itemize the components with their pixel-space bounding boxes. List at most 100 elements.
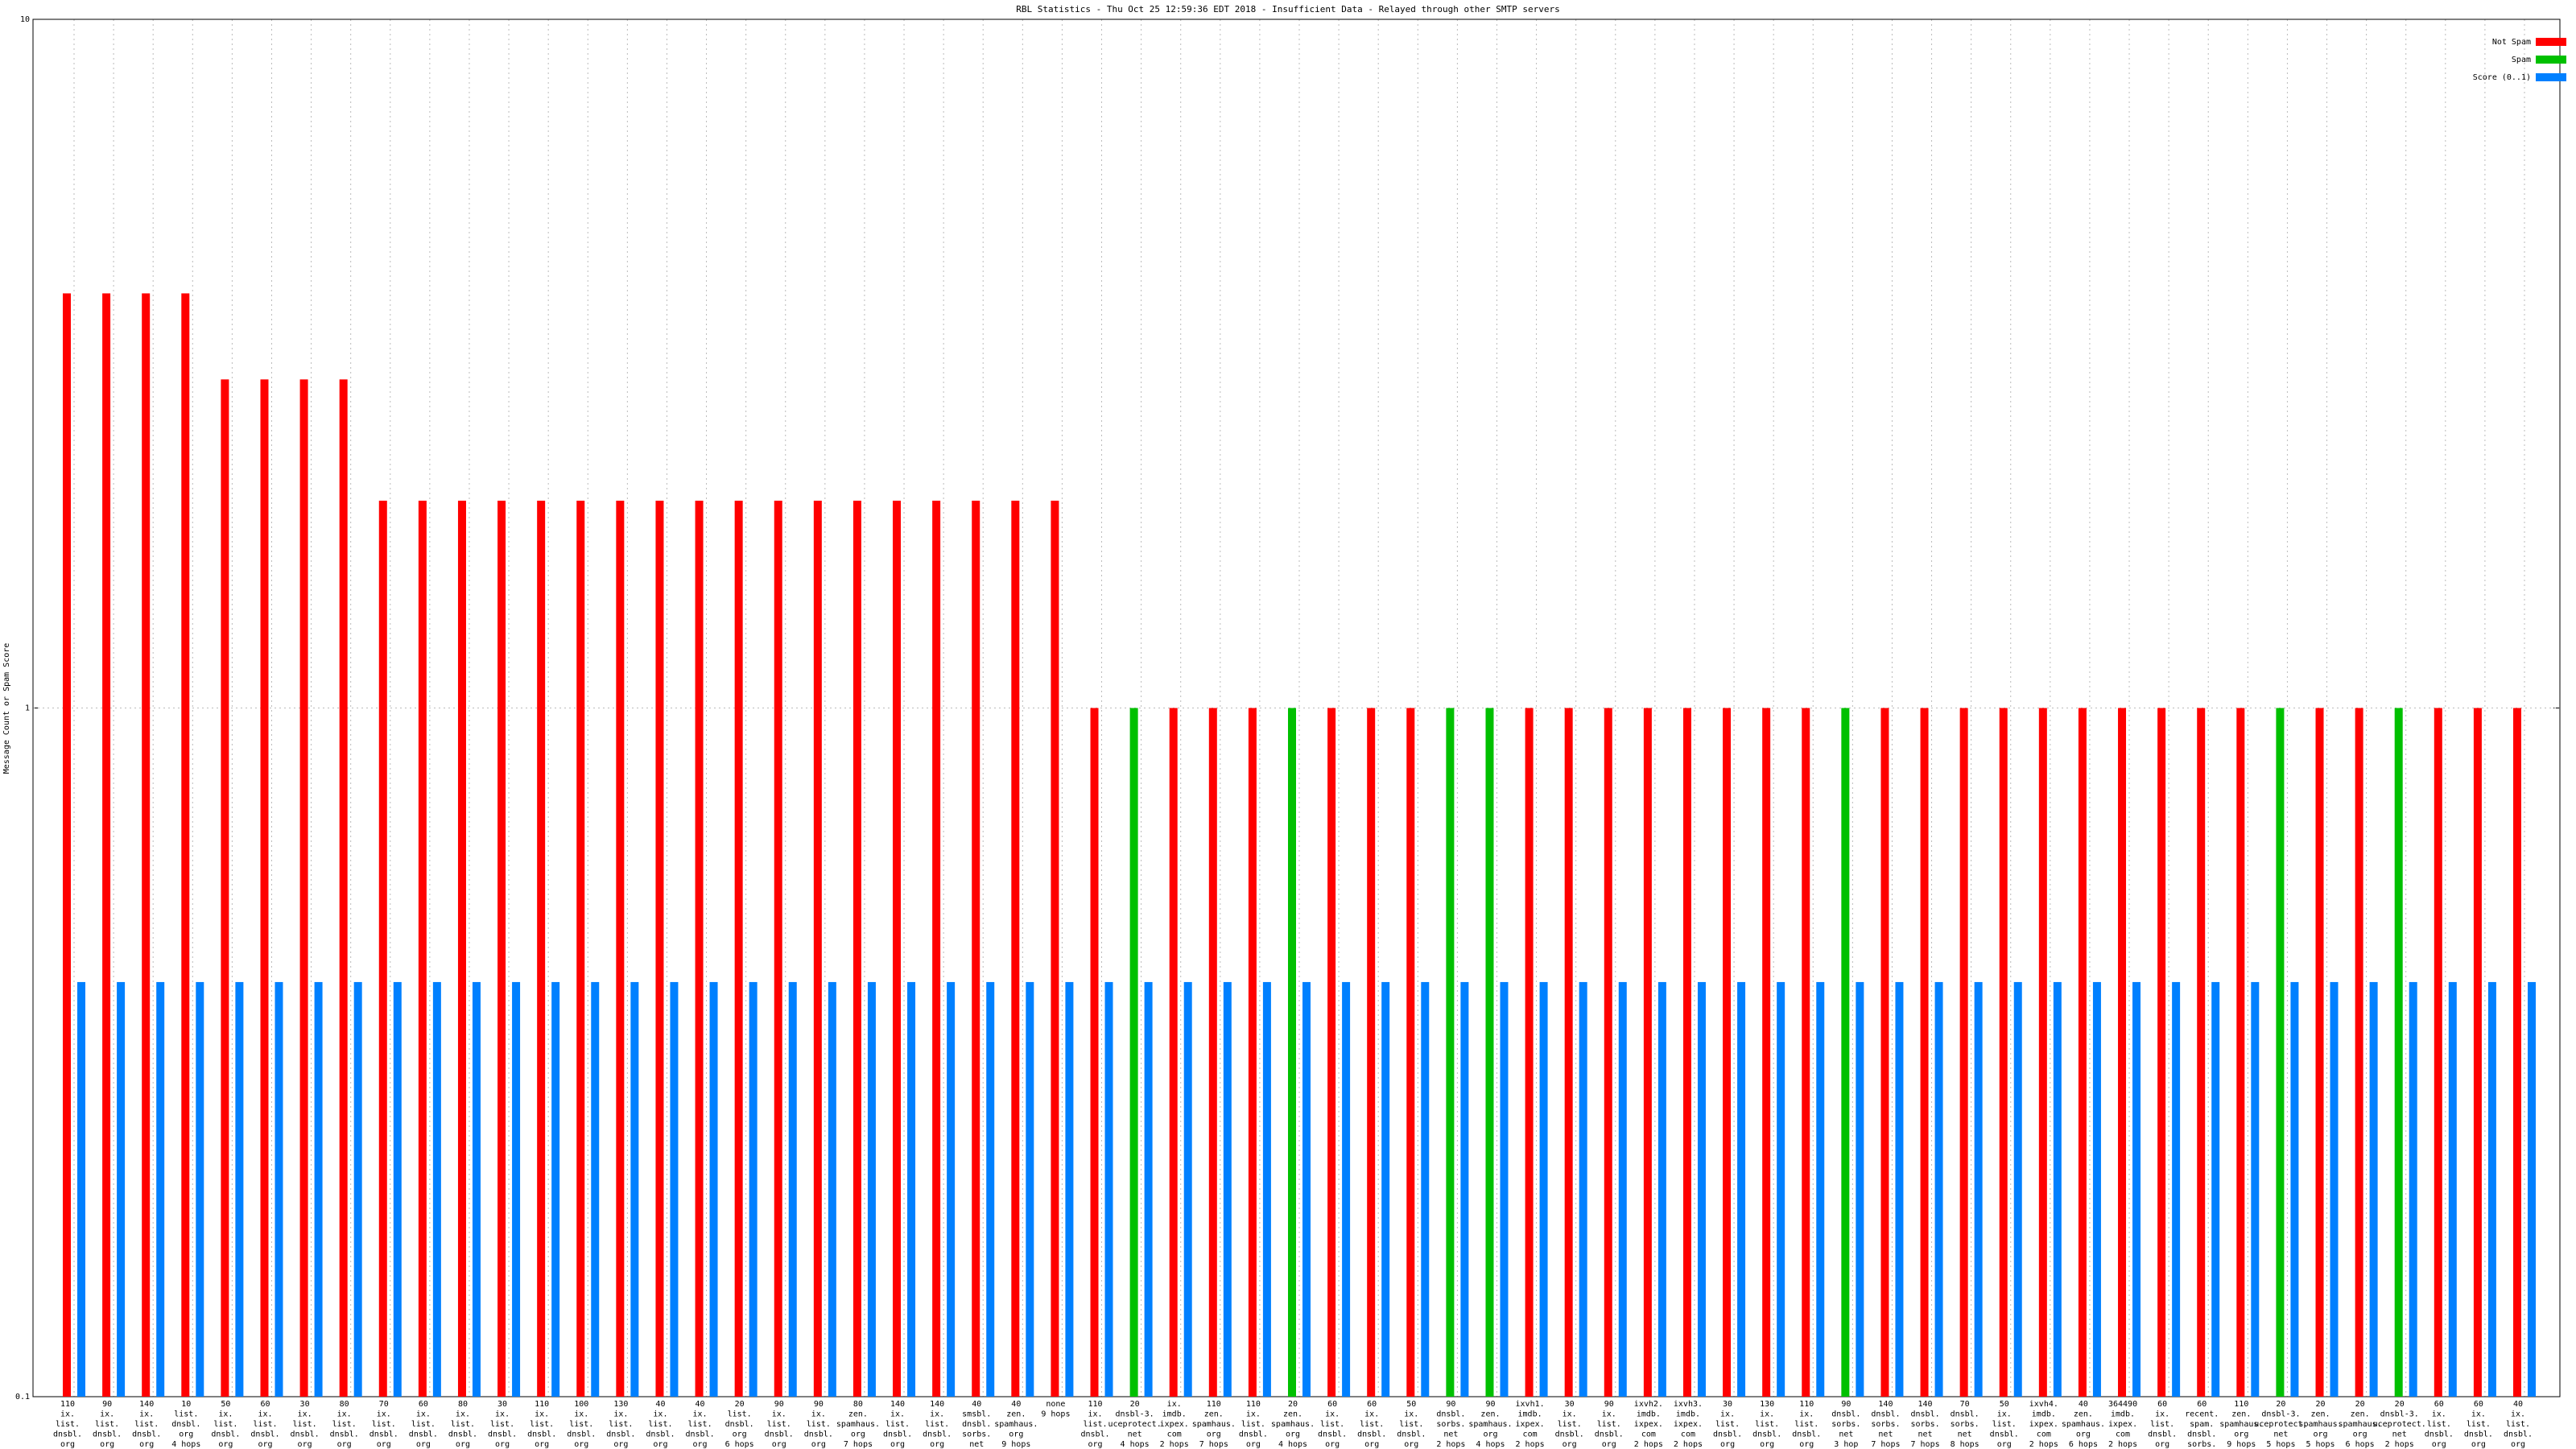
bar [2013, 981, 2022, 1397]
bar [670, 981, 679, 1397]
bar [1302, 981, 1311, 1397]
x-tick-label: 20 dnsbl-3. uceprotect. net 5 hops [2254, 1400, 2307, 1449]
bar [1856, 981, 1864, 1397]
bar [788, 981, 797, 1397]
bar [1895, 981, 1904, 1397]
x-tick-label: 70 dnsbl. sorbs. net 8 hops [1951, 1400, 1979, 1449]
bar [1657, 981, 1666, 1397]
x-tick-label: 20 zen. spamhaus. org 5 hops [2298, 1400, 2342, 1449]
x-tick-label: ixvh4. imdb. ixpex. com 2 hops [2029, 1400, 2058, 1449]
bar [1051, 500, 1059, 1397]
x-tick-label: 20 zen. spamhaus. org 6 hops [2339, 1400, 2382, 1449]
bar [353, 981, 362, 1397]
bar [2355, 708, 2363, 1397]
bar [1144, 981, 1153, 1397]
bar [1579, 981, 1587, 1397]
bar [393, 981, 402, 1397]
bar [497, 500, 506, 1397]
bar [1880, 708, 1889, 1397]
bar [749, 981, 758, 1397]
bar [221, 379, 229, 1397]
bar [2473, 708, 2482, 1397]
bar [2290, 981, 2299, 1397]
plot-frame [32, 19, 2561, 1397]
bar [142, 293, 151, 1397]
bar [1327, 708, 1336, 1397]
bar [2118, 708, 2127, 1397]
legend-swatch [2536, 38, 2566, 46]
x-tick-label: ixvh1. imdb. ixpex. com 2 hops [1516, 1400, 1545, 1449]
bar [1525, 708, 1534, 1397]
bar [591, 981, 600, 1397]
bar [2528, 981, 2536, 1397]
bar [196, 981, 204, 1397]
x-tick-label: 110 zen. spamhaus. org 7 hops [1192, 1400, 1236, 1449]
bar [867, 981, 876, 1397]
bar [235, 981, 244, 1397]
bar [1406, 708, 1415, 1397]
bar [947, 981, 956, 1397]
bar [2315, 708, 2324, 1397]
bar [1500, 981, 1509, 1397]
legend-label: Score (0..1) [2473, 73, 2531, 82]
bar [418, 500, 427, 1397]
bar [1248, 708, 1257, 1397]
bar [63, 293, 71, 1397]
bar [616, 500, 625, 1397]
x-tick-label: 90 dnsbl. sorbs. net 2 hops [1436, 1400, 1465, 1449]
bar [1129, 708, 1138, 1397]
bar [275, 981, 283, 1397]
x-tick-label: 20 dnsbl-3. uceprotect. net 2 hops [2373, 1400, 2426, 1449]
bar [432, 981, 441, 1397]
bar [1643, 708, 1652, 1397]
bar [1564, 708, 1573, 1397]
bar [2236, 708, 2245, 1397]
legend-swatch [2536, 73, 2566, 81]
bar [972, 500, 980, 1397]
x-tick-label: 140 dnsbl. sorbs. net 7 hops [1910, 1400, 1939, 1449]
bar [314, 981, 323, 1397]
bar [1920, 708, 1929, 1397]
bar [1959, 708, 1968, 1397]
x-tick-label: 80 zen. spamhaus. org 7 hops [836, 1400, 880, 1449]
x-tick-label: none 9 hops [1041, 1400, 1070, 1419]
bar [893, 500, 902, 1397]
bar [932, 500, 941, 1397]
legend-label: Spam [2512, 56, 2531, 64]
bar [1618, 981, 1627, 1397]
bar [2038, 708, 2047, 1397]
bar [1421, 981, 1430, 1397]
bar [2092, 981, 2101, 1397]
x-tick-label: 90 dnsbl. sorbs. net 3 hop [1831, 1400, 1860, 1449]
bar [734, 500, 743, 1397]
bar [2448, 981, 2457, 1397]
y-tick-label: 1 [25, 704, 30, 713]
bar [2172, 981, 2181, 1397]
bar [1169, 708, 1178, 1397]
legend-swatch [2536, 56, 2566, 64]
x-tick-label: 364490 imdb. ixpex. com 2 hops [2108, 1400, 2137, 1449]
x-tick-label: 20 list. dnsbl. org 6 hops [725, 1400, 754, 1449]
bar [1183, 981, 1192, 1397]
bar [1841, 708, 1850, 1397]
